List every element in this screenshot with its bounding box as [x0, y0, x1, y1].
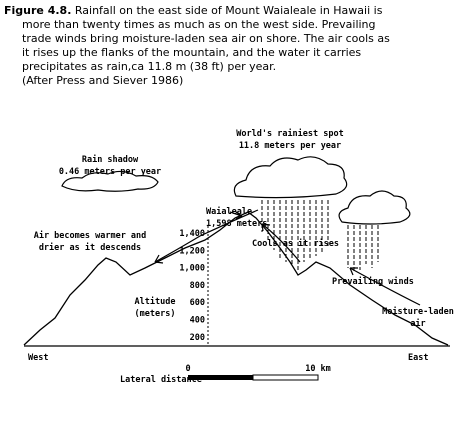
label: drier as it descends [39, 242, 141, 253]
label: Air becomes warmer and [34, 230, 147, 241]
scale-label: 10 km [305, 364, 331, 374]
tick-label: 1,400 [179, 229, 205, 239]
label: Rain shadow [82, 154, 139, 165]
tick-label: 600 [190, 298, 205, 308]
caption-text: Rainfall on the east side of Mount Waial… [75, 4, 383, 17]
clouds [61, 156, 411, 225]
tick-label: 1,000 [179, 264, 205, 274]
label: World's rainiest spot [236, 128, 343, 139]
caption-line: (After Press and Siever 1986) [22, 74, 183, 87]
caption-line: Figure 4.8. Rainfall on the east side of… [4, 4, 383, 17]
label: Prevailing winds [332, 276, 414, 287]
label: East [408, 353, 428, 363]
tick-label: 400 [190, 316, 205, 326]
label: Waialeale [206, 206, 252, 217]
scale-title: Lateral distance [120, 374, 202, 385]
label: 11.8 meters per year [239, 141, 341, 151]
label: West [28, 353, 48, 363]
tick-labels: 1,400 1,200 1,000 800 600 400 200 [179, 229, 205, 343]
rain [261, 200, 379, 272]
axis-title: (meters) [135, 309, 176, 319]
caption-line: trade winds bring moisture-laden sea air… [22, 32, 390, 45]
label: Cools as it rises [252, 238, 339, 249]
caption-line: precipitates as rain,ca 11.8 m (38 ft) p… [22, 60, 276, 73]
tick-label: 1,200 [179, 246, 205, 256]
scale-bar-light [252, 374, 319, 381]
label: air [410, 318, 425, 329]
label: 1,598 meters [206, 219, 267, 229]
caption-line: it rises up the flanks of the mountain, … [22, 46, 361, 59]
tick-label: 200 [190, 333, 205, 343]
axis-title: Altitude [135, 296, 176, 307]
scale-bar-dark [188, 375, 253, 380]
label: 0.46 meters per year [59, 167, 161, 177]
label: Moisture-laden [382, 306, 454, 317]
tick-label: 800 [190, 281, 205, 291]
caption-line: more than twenty times as much as on the… [22, 18, 376, 31]
labels: World's rainiest spot 11.8 meters per ye… [28, 128, 454, 385]
arrows [154, 209, 421, 306]
scale-label: 0 [185, 364, 190, 374]
caption-label: Figure 4.8. [4, 4, 71, 17]
